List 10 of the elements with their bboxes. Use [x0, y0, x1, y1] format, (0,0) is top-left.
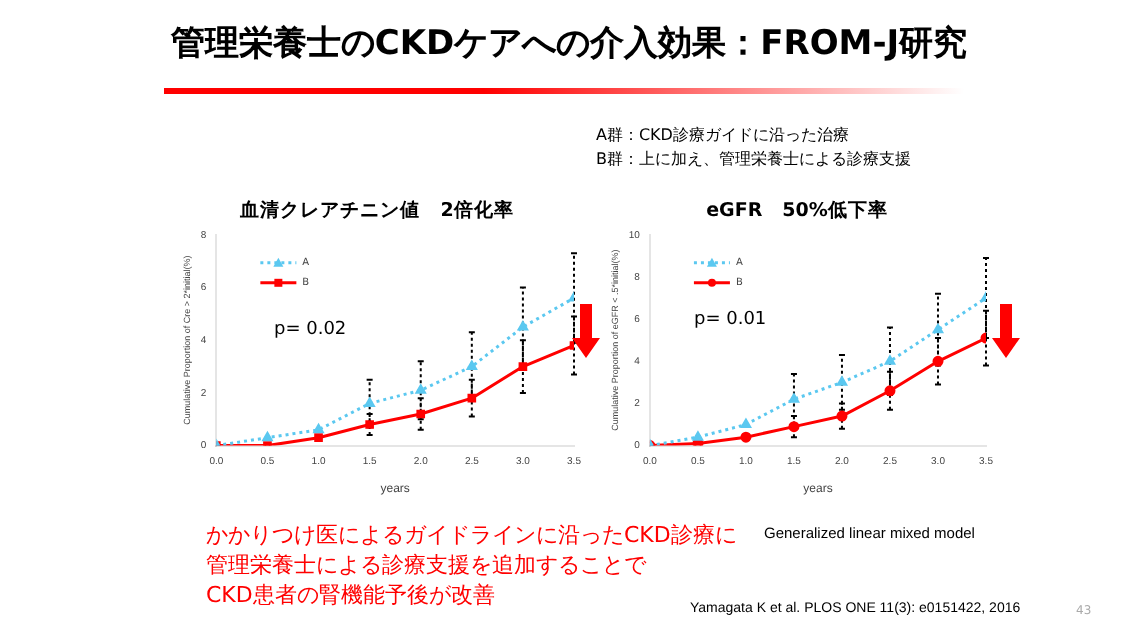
annotation: p= 0.01 [694, 310, 767, 330]
text: A群：CKD診療ガイドに沿った治療 [596, 124, 849, 146]
annotation: p= 0.02 [274, 320, 347, 340]
text: かかりつけ医によるガイドラインに沿ったCKD診療に [206, 520, 737, 550]
text: 管理栄養士による診療支援を追加することで [206, 550, 646, 580]
chart-title: eGFR 50%低下率 [706, 198, 888, 223]
chart-title: 血清クレアチニン値 2倍化率 [238, 198, 514, 223]
text: B群：上に加え、管理栄養士による診療支援 [596, 148, 911, 170]
text: 管理栄養士のCKDケアへの介入効果：FROM-J研究 [168, 22, 970, 66]
text: CKD患者の腎機能予後が改善 [206, 580, 495, 610]
